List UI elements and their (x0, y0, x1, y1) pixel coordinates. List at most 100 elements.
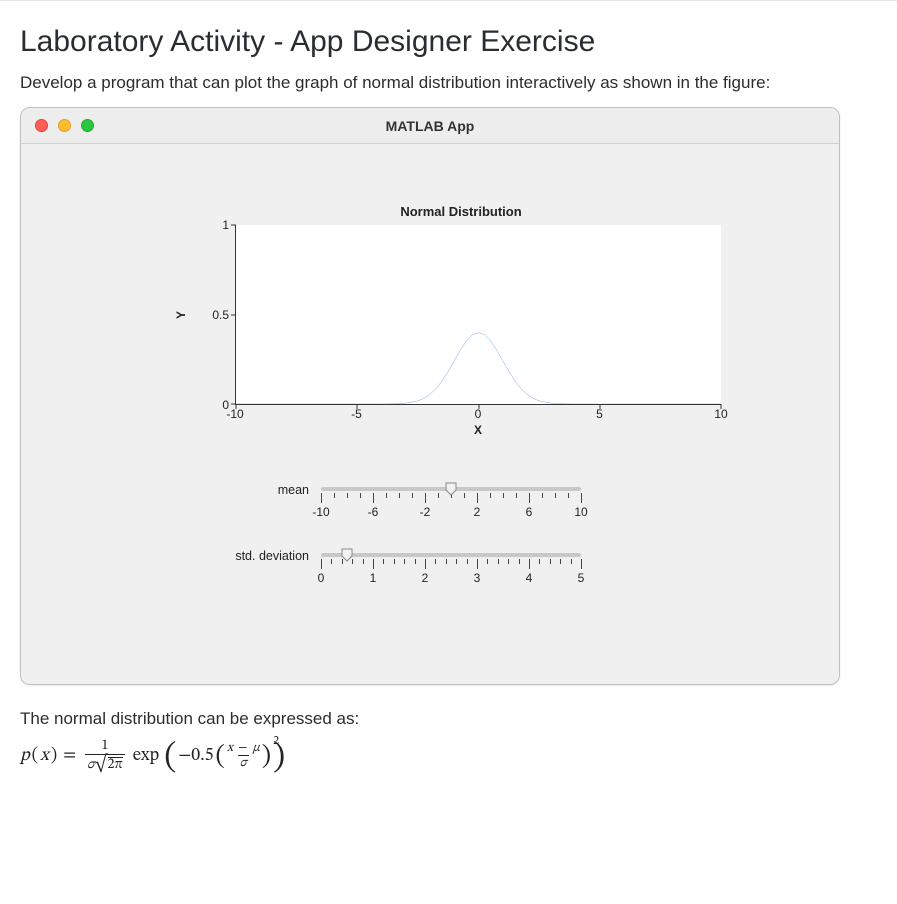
std-slider-ticks (321, 559, 581, 571)
slider-minor-tick (347, 493, 348, 498)
slider-minor-tick (555, 493, 556, 498)
slider-minor-tick (446, 559, 447, 564)
slider-minor-tick (519, 559, 520, 564)
std-label: std. deviation (171, 547, 321, 563)
slider-tick-label: 4 (526, 571, 533, 585)
formula-frac-num: 1 (99, 739, 110, 754)
x-tick-container: -10-50510 (235, 405, 721, 423)
y-tick-mark (231, 225, 236, 226)
mean-slider-thumb[interactable] (445, 482, 457, 496)
slider-minor-tick (487, 559, 488, 564)
slider-minor-tick (435, 559, 436, 564)
formula-bigparen-r: ) (273, 743, 285, 774)
intro-paragraph: Develop a program that can plot the grap… (20, 73, 877, 93)
slider-minor-tick (404, 559, 405, 564)
window-titlebar: MATLAB App (21, 108, 839, 144)
mean-slider-row: mean -10-6-22610 (171, 481, 631, 531)
slider-minor-tick (394, 559, 395, 564)
slider-minor-tick (498, 559, 499, 564)
slider-tick-label: 2 (474, 505, 481, 519)
std-slider[interactable]: 012345 (321, 547, 581, 597)
y-tick-container: 00.51 (201, 225, 235, 405)
slider-minor-tick (334, 493, 335, 498)
std-slider-row: std. deviation 0 1 2 3 4 5 (171, 547, 631, 597)
slider-minor-tick (415, 559, 416, 564)
slider-major-tick (321, 493, 322, 503)
slider-minor-tick (568, 493, 569, 498)
slider-minor-tick (516, 493, 517, 498)
slider-major-tick (425, 559, 426, 569)
y-axis-label: Y (174, 311, 188, 319)
std-slider-tick-labels: 012345 (321, 571, 581, 587)
chart-title: Normal Distribution (201, 204, 721, 219)
distribution-curve (236, 225, 721, 404)
x-tick-label: 0 (475, 407, 482, 421)
slider-major-tick (581, 493, 582, 503)
x-tick-label: -5 (351, 407, 362, 421)
formula-intro: The normal distribution can be expressed… (20, 709, 877, 729)
formula-open-paren: ( (32, 745, 38, 768)
x-axis-label: X (235, 423, 721, 437)
slider-minor-tick (438, 493, 439, 498)
slider-tick-label: 1 (370, 571, 377, 585)
plot-area (235, 225, 721, 405)
slider-minor-tick (539, 559, 540, 564)
slider-minor-tick (464, 493, 465, 498)
slider-major-tick (425, 493, 426, 503)
x-tick-label: 10 (714, 407, 727, 421)
slider-tick-label: 0 (318, 571, 325, 585)
slider-panel: mean -10-6-22610 std. deviation (171, 481, 631, 597)
matlab-app-window: MATLAB App Normal Distribution Y 00.51 -… (20, 107, 840, 685)
formula-frac-den: σ√2π (85, 754, 125, 774)
slider-minor-tick (542, 493, 543, 498)
slider-tick-label: -2 (420, 505, 431, 519)
slider-minor-tick (571, 559, 572, 564)
slider-tick-label: 3 (474, 571, 481, 585)
slider-minor-tick (363, 559, 364, 564)
formula-x: x (40, 745, 49, 768)
slider-major-tick (477, 493, 478, 503)
mean-slider-tick-labels: -10-6-22610 (321, 505, 581, 521)
window-title: MATLAB App (21, 118, 839, 134)
formula-coef: −0.5 (178, 745, 213, 768)
slider-minor-tick (508, 559, 509, 564)
formula-bigparen-l: ( (164, 743, 176, 774)
formula-equals: = (63, 745, 76, 768)
slider-tick-label: -6 (368, 505, 379, 519)
slider-minor-tick (503, 493, 504, 498)
mean-slider[interactable]: -10-6-22610 (321, 481, 581, 531)
slider-minor-tick (399, 493, 400, 498)
slider-minor-tick (467, 559, 468, 564)
slider-minor-tick (383, 559, 384, 564)
x-tick-label: 5 (596, 407, 603, 421)
formula-inner-frac: x − μ σ (225, 742, 262, 771)
formula-exp: exp (133, 745, 159, 768)
slider-tick-label: 10 (574, 505, 587, 519)
slider-major-tick (373, 493, 374, 503)
slider-minor-tick (412, 493, 413, 498)
slider-major-tick (373, 559, 374, 569)
y-tick-mark (231, 314, 236, 315)
slider-major-tick (529, 493, 530, 503)
slider-tick-label: 2 (422, 571, 429, 585)
formula-p: p (20, 745, 30, 768)
chart-region: Normal Distribution Y 00.51 -10-50510 X (201, 204, 721, 437)
slider-minor-tick (331, 559, 332, 564)
app-body: Normal Distribution Y 00.51 -10-50510 X … (21, 144, 839, 684)
mean-label: mean (171, 481, 321, 497)
slider-major-tick (477, 559, 478, 569)
slider-minor-tick (560, 559, 561, 564)
y-tick-label: 1 (222, 218, 229, 232)
slider-minor-tick (360, 493, 361, 498)
y-tick-label: 0.5 (212, 308, 229, 322)
std-slider-track (321, 553, 581, 557)
slider-minor-tick (550, 559, 551, 564)
formula-midparen-l: ( (216, 746, 225, 769)
formula-midparen-r: ) (262, 746, 271, 769)
slider-major-tick (581, 559, 582, 569)
slider-tick-label: 6 (526, 505, 533, 519)
slider-tick-label: 5 (578, 571, 585, 585)
std-slider-thumb[interactable] (341, 548, 353, 562)
normal-pdf-formula: p ( x ) = 1 σ√2π exp ( −0.5 ( x − μ σ ) … (20, 739, 877, 774)
formula-close-paren: ) (51, 745, 57, 768)
